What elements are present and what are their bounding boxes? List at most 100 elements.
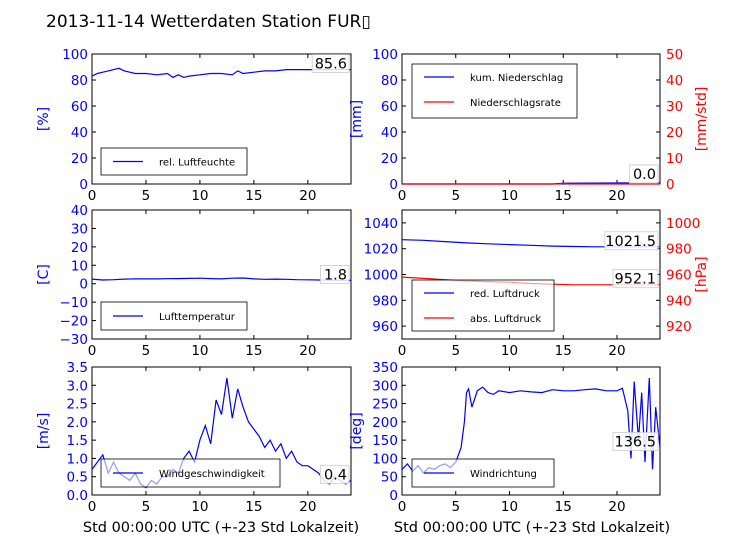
last-value-label: 0.4	[324, 467, 347, 483]
y-tick-label: 2.0	[67, 415, 88, 431]
x-tick-label: 0	[398, 188, 407, 204]
y-tick-label: 50	[381, 470, 398, 486]
y-tick-label: 80	[71, 73, 88, 89]
y-tick-label: 100	[62, 47, 88, 63]
y-tick-label: 200	[372, 415, 398, 431]
y2-tick-label: 10	[666, 151, 683, 167]
x-tick-label: 0	[88, 343, 97, 359]
y-tick-label: 0.0	[67, 488, 88, 504]
y-tick-label: 60	[71, 99, 88, 115]
y-tick-label: 100	[372, 451, 398, 467]
y-tick-label: 1.5	[67, 433, 88, 449]
x-tick-label: 15	[245, 188, 262, 204]
y-axis-label: [C]	[36, 264, 52, 285]
y-tick-label: 3.5	[67, 360, 88, 376]
y-tick-label: −20	[60, 314, 89, 330]
y-tick-label: 350	[372, 360, 398, 376]
x-tick-label: 5	[451, 188, 460, 204]
last-value-label: 85.6	[315, 57, 347, 73]
plot-frame	[401, 366, 661, 496]
y2-tick-label: 50	[666, 47, 683, 63]
y-tick-label: 0	[79, 277, 88, 293]
x-tick-label: 10	[501, 343, 518, 359]
y-tick-label: 2.5	[67, 397, 88, 413]
x-tick-label: 0	[88, 188, 97, 204]
y-tick-label: 0	[79, 177, 88, 193]
y-axis-label: [deg]	[349, 412, 365, 449]
y2-tick-label: 920	[666, 319, 692, 335]
x-tick-label: 5	[451, 499, 460, 515]
legend-label: rel. Luftfeuchte	[159, 158, 235, 169]
y-tick-label: 40	[381, 125, 398, 141]
plot-frame	[91, 209, 352, 340]
y-tick-label: 30	[71, 221, 88, 237]
y-tick-label: 20	[71, 240, 88, 256]
series-line-0	[91, 67, 351, 79]
last-value-label-box	[319, 464, 350, 484]
x-axis-label-right: Std 00:00:00 UTC (+-23 Std Lokalzeit)	[394, 520, 670, 536]
x-axis-label-left: Std 00:00:00 UTC (+-23 Std Lokalzeit)	[83, 520, 359, 536]
last-value-label-box	[311, 54, 350, 73]
y-tick-label: 0.5	[67, 470, 88, 486]
last-value-label: 136.5	[614, 434, 656, 450]
x-tick-label: 15	[555, 499, 572, 515]
y-tick-label: 980	[372, 293, 398, 309]
y-tick-label: 1.0	[67, 451, 88, 467]
y-tick-label: 40	[71, 125, 88, 141]
last-value2-label: 952.1	[614, 272, 656, 288]
x-tick-label: 10	[501, 188, 518, 204]
legend-label: Lufttemperatur	[159, 312, 236, 323]
y2-tick-label: 1000	[666, 216, 700, 232]
plot-frame	[91, 366, 352, 496]
last-value2-label: 0.0	[633, 167, 656, 183]
figure-title: 2013-11-14 Wetterdaten Station FUR▯	[46, 12, 371, 32]
x-tick-label: 20	[299, 188, 316, 204]
last-value2-label-box	[629, 164, 659, 184]
x-tick-label: 5	[451, 343, 460, 359]
legend-label: abs. Luftdruck	[470, 314, 541, 325]
last-value2-label-box	[612, 269, 659, 289]
legend-label: Windgeschwindigkeit	[159, 469, 265, 480]
y-tick-label: −10	[60, 295, 89, 311]
x-tick-label: 15	[555, 188, 572, 204]
x-tick-label: 20	[299, 499, 316, 515]
y-axis-label: [mm]	[349, 100, 365, 138]
y2-axis-label: [mm/std]	[694, 87, 710, 152]
x-tick-label: 0	[398, 499, 407, 515]
last-value-label-box	[604, 231, 659, 251]
y2-tick-label: 940	[666, 293, 692, 309]
x-tick-label: 15	[555, 343, 572, 359]
y-axis-label: [m/s]	[36, 413, 52, 450]
y-tick-label: 1040	[364, 216, 398, 232]
y-tick-label: 1020	[364, 242, 398, 258]
y-tick-label: 3.0	[67, 378, 88, 394]
last-value-label-box	[612, 432, 659, 451]
x-tick-label: 5	[142, 188, 151, 204]
y-tick-label: 250	[372, 397, 398, 413]
x-tick-label: 0	[88, 499, 97, 515]
y-axis-label: [%]	[36, 107, 52, 131]
x-tick-label: 5	[142, 343, 151, 359]
y-tick-label: 40	[71, 203, 88, 219]
series-line-0	[91, 277, 351, 281]
legend-box	[411, 63, 578, 119]
x-tick-label: 15	[245, 343, 262, 359]
y-tick-label: 80	[381, 73, 398, 89]
x-tick-label: 20	[299, 343, 316, 359]
last-value-label: 1021.5	[605, 234, 656, 250]
y-tick-label: 100	[372, 47, 398, 63]
y2-axis-label: [hPa]	[694, 256, 710, 292]
legend-label: Niederschlagsrate	[470, 98, 561, 109]
y2-tick-label: 960	[666, 268, 692, 284]
last-value-label: 1.8	[324, 267, 347, 283]
series-line-1	[402, 182, 660, 185]
y-tick-label: −30	[60, 332, 89, 348]
y2-tick-label: 0	[666, 177, 675, 193]
legend-label: red. Luftdruck	[470, 289, 540, 300]
y-tick-label: 20	[71, 151, 88, 167]
y-tick-label: 150	[372, 433, 398, 449]
y-tick-label: 10	[71, 258, 88, 274]
x-tick-label: 20	[608, 499, 625, 515]
y2-tick-label: 980	[666, 242, 692, 258]
